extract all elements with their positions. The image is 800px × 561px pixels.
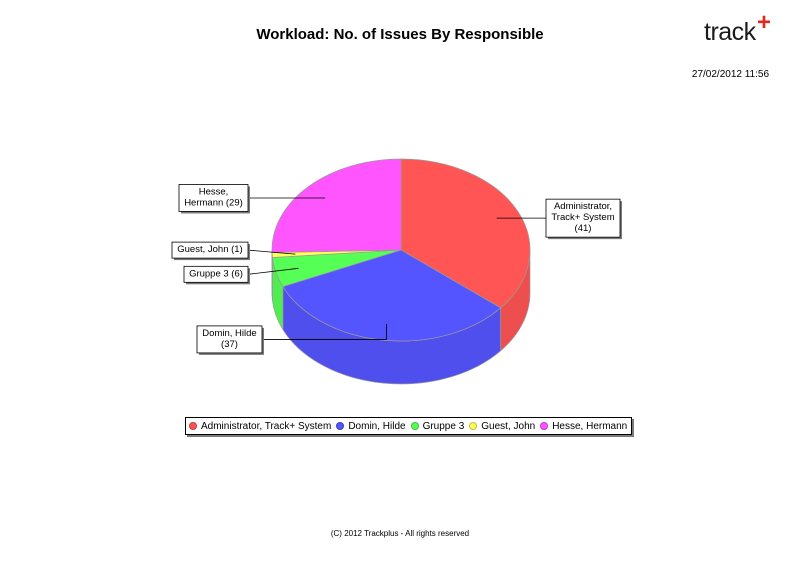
label-guest-john: Guest, John (1) — [171, 241, 296, 261]
leader-line — [247, 249, 296, 255]
trackplus-logo: track + — [704, 9, 771, 47]
label-text: Domin, Hilde — [202, 328, 256, 339]
label-box — [545, 198, 621, 238]
label-text: Guest, John (1) — [177, 244, 242, 255]
legend-swatch — [189, 422, 197, 430]
copyright-footer: (C) 2012 Trackplus - All rights reserved — [330, 529, 470, 538]
label-text: Administrator, — [554, 201, 612, 212]
label-text: Hesse, — [199, 186, 229, 197]
legend-item-hesse-hermann: Hesse, Hermann — [540, 421, 627, 432]
pie-slice-hesse-hermann — [271, 158, 402, 253]
leader-line — [262, 323, 387, 340]
legend-label: Gruppe 3 — [422, 420, 465, 432]
legend-swatch — [469, 422, 478, 430]
label-hesse-hermann: Hesse,Hermann (29) — [178, 184, 326, 214]
label-box — [196, 325, 263, 354]
logo-text: track — [704, 18, 756, 46]
legend-label: Hesse, Hermann — [552, 420, 628, 432]
legend-swatch — [410, 422, 419, 430]
label-administrator-track-system: Administrator,Track+ System(41) — [496, 198, 622, 240]
pie-slice-domin-hilde — [282, 249, 502, 342]
legend-label: Domin, Hilde — [348, 420, 406, 432]
legend-swatch — [540, 422, 549, 430]
label-text: Gruppe 3 (6) — [189, 268, 243, 279]
label-gruppe-3: Gruppe 3 (6) — [183, 265, 299, 285]
label-box — [171, 241, 249, 259]
label-text: (41) — [575, 223, 592, 234]
legend-item-domin-hilde: Domin, Hilde — [336, 420, 406, 432]
pie-top-faces — [271, 158, 531, 342]
chart-title: Workload: No. of Issues By Responsible — [256, 26, 544, 43]
chart-legend: Administrator, Track+ System Domin, Hilde… — [185, 417, 633, 435]
label-text: Track+ System — [551, 212, 614, 223]
label-domin-hilde: Domin, Hilde(37) — [196, 323, 387, 355]
label-text: Hermann (29) — [184, 197, 243, 208]
logo-plus-mark: + — [757, 9, 771, 36]
pie-side-walls — [271, 249, 531, 385]
leader-line — [247, 267, 299, 275]
legend-item-administrator-track-system: Administrator, Track+ System — [189, 421, 331, 432]
slice-labels: Administrator,Track+ System(41) Domin, Hi… — [171, 184, 622, 355]
label-box — [183, 265, 249, 283]
legend-label: Guest, John — [481, 420, 536, 432]
report-timestamp: 27/02/2012 11:56 — [691, 69, 769, 80]
legend-item-gruppe-3: Gruppe 3 — [410, 420, 465, 432]
legend-label: Administrator, Track+ System — [201, 420, 332, 432]
legend-swatch — [336, 422, 345, 430]
legend-item-guest-john: Guest, John — [469, 421, 535, 432]
pie-slice-administrator-track-system — [400, 158, 531, 309]
label-box — [178, 184, 249, 212]
label-text: (37) — [221, 339, 238, 350]
